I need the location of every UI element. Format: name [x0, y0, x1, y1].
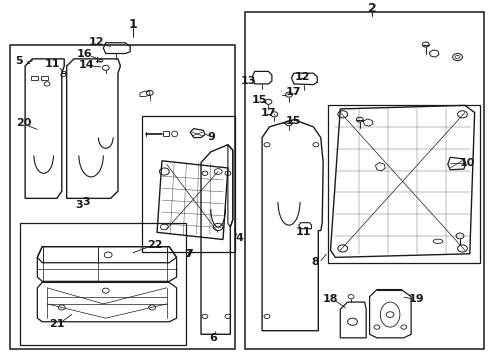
Bar	[328, 105, 480, 263]
Text: 8: 8	[312, 257, 319, 267]
Text: 18: 18	[323, 293, 338, 303]
Text: 22: 22	[147, 240, 162, 250]
Text: 15: 15	[286, 117, 301, 126]
Text: 7: 7	[184, 249, 192, 259]
Text: 17: 17	[286, 87, 302, 97]
Text: 17: 17	[261, 108, 276, 117]
Text: 5: 5	[16, 56, 23, 66]
Bar	[31, 76, 38, 80]
Text: 16: 16	[77, 49, 93, 59]
Text: 15: 15	[252, 95, 268, 105]
Text: 4: 4	[235, 233, 243, 243]
Text: 19: 19	[408, 293, 424, 303]
Text: 12: 12	[294, 72, 310, 82]
Text: 10: 10	[460, 158, 475, 168]
Text: 11: 11	[44, 59, 60, 69]
Bar	[20, 224, 186, 345]
Bar	[245, 12, 485, 348]
Text: 14: 14	[78, 60, 94, 70]
Text: 13: 13	[241, 76, 256, 86]
Text: 11: 11	[296, 227, 311, 237]
Text: 3: 3	[82, 197, 90, 207]
Bar	[41, 76, 48, 80]
Text: 21: 21	[49, 319, 65, 329]
Bar	[10, 45, 235, 348]
Bar	[143, 116, 235, 252]
Text: 2: 2	[368, 2, 376, 15]
Bar	[61, 71, 65, 73]
Text: 9: 9	[208, 132, 216, 142]
Text: 20: 20	[17, 118, 32, 128]
Text: 12: 12	[88, 37, 104, 47]
Text: 7: 7	[185, 249, 193, 259]
Text: 1: 1	[128, 18, 137, 31]
Text: 3: 3	[75, 200, 83, 210]
Text: 6: 6	[209, 333, 217, 343]
